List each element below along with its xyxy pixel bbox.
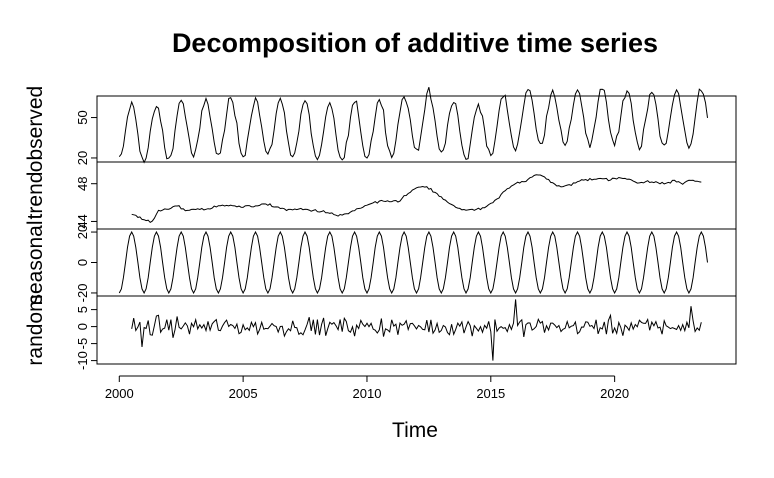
panel-seasonal-ytick-label: 0 bbox=[75, 259, 90, 266]
panel-trend-ytick-label: 48 bbox=[75, 176, 90, 190]
panel-seasonal: seasonal -20 0 20 bbox=[24, 220, 737, 305]
panel-trend-series-line bbox=[131, 174, 702, 224]
x-axis-title: Time bbox=[392, 419, 438, 442]
panel-seasonal-ytick-label: -20 bbox=[75, 284, 90, 303]
panel-random-ytick-label: 0 bbox=[75, 323, 90, 330]
panel-seasonal-frame bbox=[96, 228, 737, 297]
panel-random-ytick-label: -5 bbox=[75, 338, 90, 350]
panel-seasonal-label: seasonal bbox=[24, 220, 47, 304]
panel-observed-ytick-label: 50 bbox=[75, 110, 90, 124]
panel-trend-label: trend bbox=[24, 172, 47, 220]
chart-title: Decomposition of additive time series bbox=[172, 28, 658, 58]
panel-trend-frame bbox=[96, 161, 737, 230]
x-axis: 2000 2005 2010 2015 2020 bbox=[105, 375, 629, 401]
panel-random-ytick-label: -10 bbox=[75, 351, 90, 370]
x-tick-label: 2000 bbox=[105, 386, 134, 401]
panel-observed: observed 20 50 bbox=[24, 86, 737, 172]
panel-trend: trend 44 48 bbox=[24, 161, 737, 230]
x-tick-label: 2005 bbox=[229, 386, 258, 401]
panel-random-ytick-label: 5 bbox=[75, 306, 90, 313]
panel-seasonal-series-line bbox=[118, 230, 708, 295]
panel-random-frame bbox=[96, 295, 737, 365]
panel-random: random -10-5 0 5 bbox=[24, 294, 737, 370]
x-tick-label: 2015 bbox=[476, 386, 505, 401]
panel-trend-ytick-label: 44 bbox=[75, 214, 90, 228]
panel-observed-frame bbox=[96, 95, 737, 163]
x-tick-label: 2010 bbox=[353, 386, 382, 401]
panel-random-series-line bbox=[131, 299, 702, 361]
panel-observed-ytick-label: 20 bbox=[75, 151, 90, 165]
panel-observed-series-line bbox=[118, 87, 708, 164]
panel-random-label: random bbox=[24, 294, 47, 365]
x-tick-label: 2020 bbox=[600, 386, 629, 401]
panel-seasonal-ytick-label: 20 bbox=[75, 225, 90, 239]
panel-observed-label: observed bbox=[24, 86, 47, 172]
